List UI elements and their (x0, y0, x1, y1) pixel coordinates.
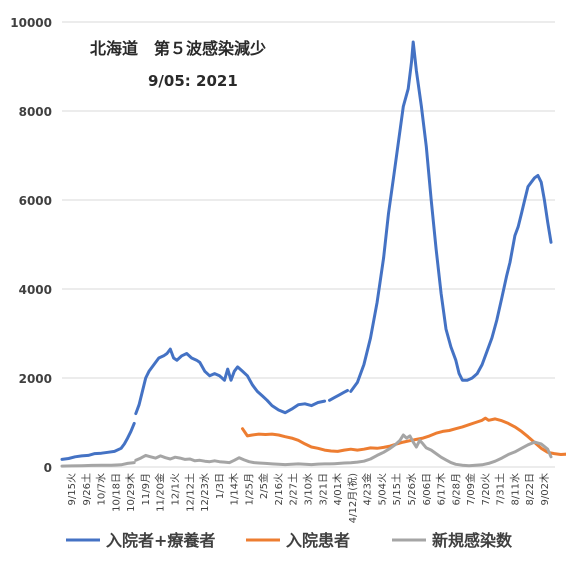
y-tick-label: 4000 (19, 283, 52, 297)
x-tick-label: 9/26土 (80, 473, 93, 505)
legend-label: 入院患者 (286, 531, 350, 550)
x-tick-label: 6/17木 (436, 473, 448, 505)
x-tick-label: 4/12月(祝) (346, 473, 359, 523)
series-1-line (134, 347, 327, 416)
x-tick-label: 2/27土 (287, 473, 300, 505)
x-tick-label: 7/09金 (464, 473, 477, 505)
series-3-line (60, 461, 136, 468)
x-tick-label: 1/14木 (229, 473, 241, 505)
series-1-line (60, 421, 136, 461)
y-tick-label: 10000 (10, 16, 52, 30)
series-1-line (349, 40, 553, 393)
x-tick-label: 10/7水 (96, 473, 108, 505)
x-tick-label: 10/29木 (125, 473, 137, 512)
x-tick-label: 5/26水 (406, 473, 418, 505)
x-tick-label: 8/11水 (509, 473, 521, 505)
x-tick-label: 12/23水 (199, 473, 211, 512)
x-tick-label: 9/02木 (539, 473, 551, 505)
x-tick-label: 6/06日 (422, 473, 433, 505)
x-tick-label: 4/23金 (361, 473, 374, 505)
legend: 入院者+療養者 入院患者 新規感染数 (66, 531, 513, 550)
x-tick-label: 8/22日 (525, 473, 536, 505)
x-tick-label: 7/31土 (494, 473, 507, 505)
chart-subtitle: 9/05: 2021 (148, 72, 238, 90)
y-tick-label: 6000 (19, 194, 52, 208)
x-tick-label: 12/12土 (183, 473, 196, 512)
series-2 (241, 416, 566, 456)
x-tick-label: 3/10水 (303, 473, 315, 505)
x-tick-label: 10/18日 (111, 473, 122, 512)
x-tick-label: 5/15土 (390, 473, 403, 505)
series-1-line (328, 389, 349, 402)
x-tick-label: 11/20金 (154, 473, 167, 512)
y-tick-label: 0 (44, 461, 52, 475)
x-tick-label: 12/1火 (170, 473, 182, 505)
series-2-line (241, 416, 566, 456)
y-tick-label: 8000 (19, 105, 52, 119)
y-tick-label: 2000 (19, 372, 52, 386)
series-3 (60, 433, 553, 468)
x-tick-label: 7/20火 (480, 473, 492, 505)
series-1 (60, 40, 553, 461)
legend-label: 新規感染数 (432, 531, 513, 550)
x-tick-label: 9/15火 (66, 473, 78, 505)
x-tick-label: 3/21日 (318, 473, 329, 505)
series-lines (60, 40, 566, 468)
x-tick-label: 1/3日 (215, 473, 226, 499)
y-axis-tick-labels: 0 2000 4000 6000 8000 10000 (10, 16, 52, 475)
legend-label: 入院者+療養者 (106, 531, 215, 550)
x-axis-tick-labels: 9/15火 9/26土 10/7水 10/18日 10/29木 11/9月 11/20金 12… (66, 473, 551, 523)
x-tick-label: 2/5金 (257, 473, 270, 499)
x-tick-label: 2/16火 (273, 473, 285, 505)
x-tick-label: 11/9月 (140, 473, 152, 505)
chart-title: 北海道 第５波感染減少 (90, 39, 266, 58)
x-tick-label: 1/25月 (243, 473, 255, 505)
series-3-line (134, 433, 553, 468)
x-tick-label: 6/28月 (450, 473, 462, 505)
x-tick-label: 4/01木 (332, 473, 344, 505)
x-tick-label: 5/04火 (376, 473, 388, 505)
